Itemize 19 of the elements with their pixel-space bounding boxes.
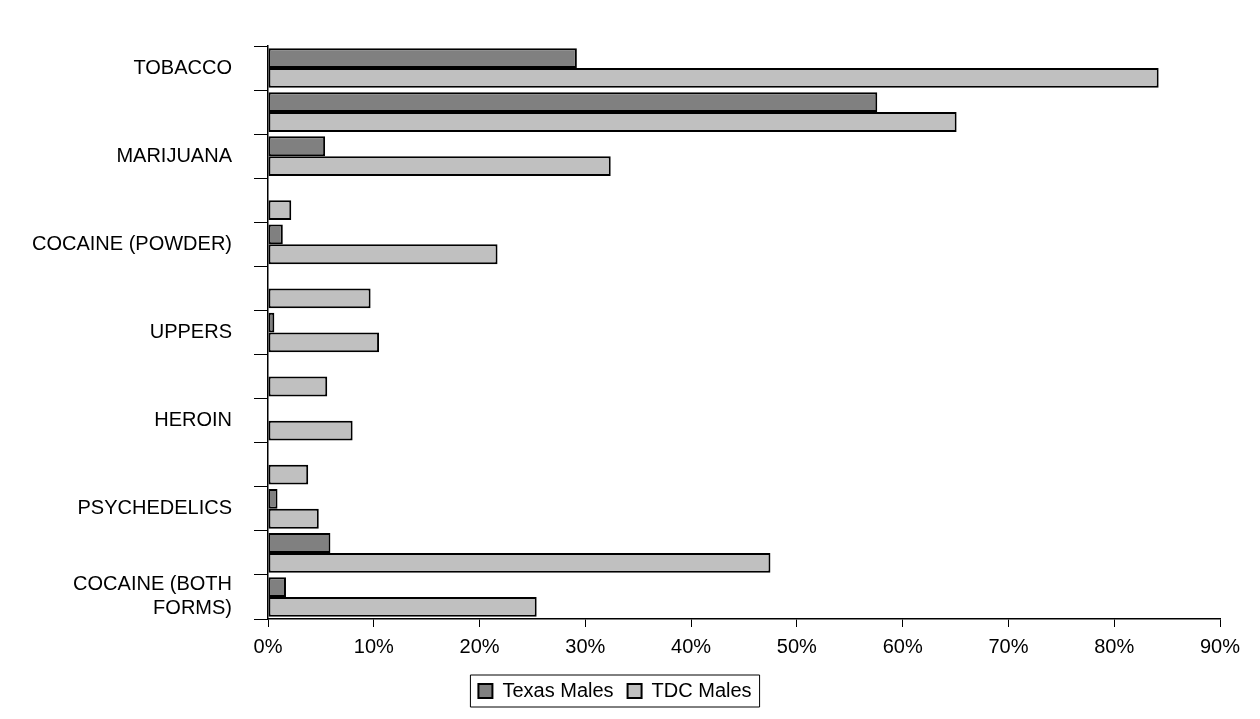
x-tick-label: 90% [1199, 634, 1241, 657]
x-tick-label: 60% [882, 634, 923, 657]
legend-label: Texas Males [502, 678, 614, 701]
x-tick-label: 50% [776, 634, 818, 657]
y-tick-label: UPPERS [149, 320, 232, 343]
y-tick-label: PSYCHEDELICS [77, 496, 232, 519]
x-tick-label: 20% [459, 634, 500, 657]
x-tick-label: 0% [253, 634, 283, 657]
y-tick-label: TOBACCO [133, 55, 232, 78]
x-tick-label: 40% [671, 634, 712, 657]
y-tick-label: COCAINE (POWDER) [32, 231, 232, 254]
legend-label: TDC Males [651, 678, 752, 701]
y-tick-label: COCAINE (BOTH FORMS) [73, 572, 232, 619]
y-tick-label: HEROIN [154, 408, 232, 431]
x-tick-label: 80% [1094, 634, 1135, 657]
x-tick-label: 30% [565, 634, 606, 657]
y-tick-label: MARIJUANA [116, 143, 233, 166]
x-tick-label: 10% [353, 634, 395, 657]
x-tick-label: 70% [988, 634, 1029, 657]
